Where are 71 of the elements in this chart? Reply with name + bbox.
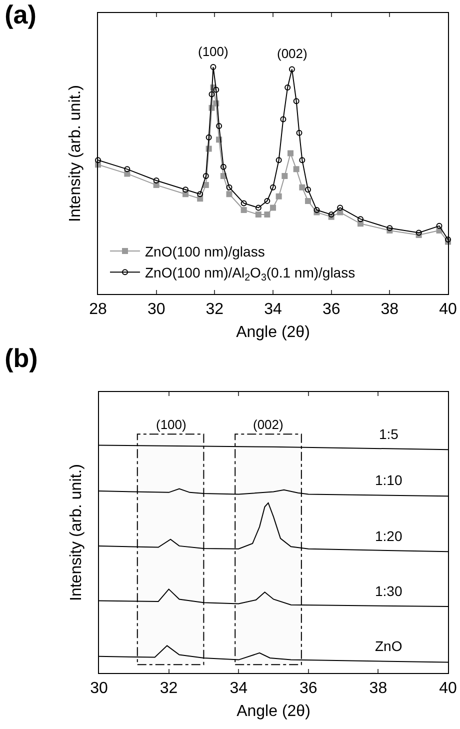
point <box>276 193 282 200</box>
point <box>299 157 306 164</box>
x-tick-label: 30 <box>90 680 108 698</box>
point <box>240 207 247 214</box>
point <box>305 198 311 204</box>
point <box>305 186 311 193</box>
x-tick-label: 40 <box>439 301 457 318</box>
x-tick-label: 38 <box>380 301 399 318</box>
point <box>276 157 282 164</box>
x-tick-label: 32 <box>160 680 178 698</box>
point <box>436 222 442 229</box>
point <box>288 150 294 156</box>
legend-label: ZnO(100 nm)/Al$_{2}$O$_{3}$(0.1 nm)/glass <box>145 264 356 284</box>
point <box>202 182 209 188</box>
y-axis-title: Intensity (arb. unit.) <box>68 464 85 601</box>
x-tick-label: 32 <box>206 301 224 318</box>
point <box>358 216 364 222</box>
point <box>210 64 216 70</box>
point <box>255 204 262 211</box>
point <box>206 134 212 140</box>
point <box>124 166 130 172</box>
point <box>208 91 215 98</box>
point <box>280 116 286 122</box>
point <box>226 184 232 190</box>
chart-title: (b) <box>4 343 38 374</box>
point <box>202 172 209 179</box>
x-tick-label: 34 <box>264 301 282 318</box>
point <box>296 130 302 136</box>
point <box>197 191 204 198</box>
point <box>416 230 422 236</box>
series-label: ZnO <box>375 638 402 654</box>
point <box>182 186 188 193</box>
x-tick-label: 38 <box>369 680 388 698</box>
point <box>264 198 270 204</box>
point <box>240 200 247 206</box>
annotation: (002) <box>277 46 308 61</box>
x-tick-label: 40 <box>439 680 457 698</box>
band-label: (002) <box>253 417 284 432</box>
point <box>293 98 300 104</box>
x-axis-title: Angle (2θ) <box>236 324 310 341</box>
point <box>95 157 101 164</box>
series-label: 1:5 <box>379 426 399 442</box>
point <box>293 166 300 172</box>
x-tick-label: 28 <box>89 301 107 318</box>
point <box>264 212 270 218</box>
point <box>226 191 232 198</box>
series-label: 1:10 <box>375 472 402 488</box>
point <box>282 172 288 179</box>
point <box>337 204 344 211</box>
series-label: 1:30 <box>375 583 402 599</box>
point <box>270 204 276 211</box>
x-tick-label: 34 <box>230 680 248 698</box>
point <box>270 184 276 190</box>
chart-title: (a) <box>4 0 36 30</box>
series-label: 1:20 <box>375 528 402 544</box>
x-axis-title: Angle (2θ) <box>236 702 310 720</box>
annotation: (100) <box>198 44 228 59</box>
point <box>255 212 262 218</box>
x-tick-label: 36 <box>300 680 318 698</box>
band-label: (100) <box>156 417 186 432</box>
point <box>153 178 160 184</box>
x-tick-label: 30 <box>147 301 166 318</box>
point <box>213 86 220 93</box>
point <box>216 123 222 130</box>
x-tick-label: 36 <box>322 301 340 318</box>
point <box>220 164 226 170</box>
point <box>284 84 291 90</box>
point <box>288 66 295 72</box>
y-axis-title: Intensity (arb. unit.) <box>66 85 84 222</box>
legend-label: ZnO(100 nm)/glass <box>145 243 265 260</box>
point <box>299 184 306 190</box>
